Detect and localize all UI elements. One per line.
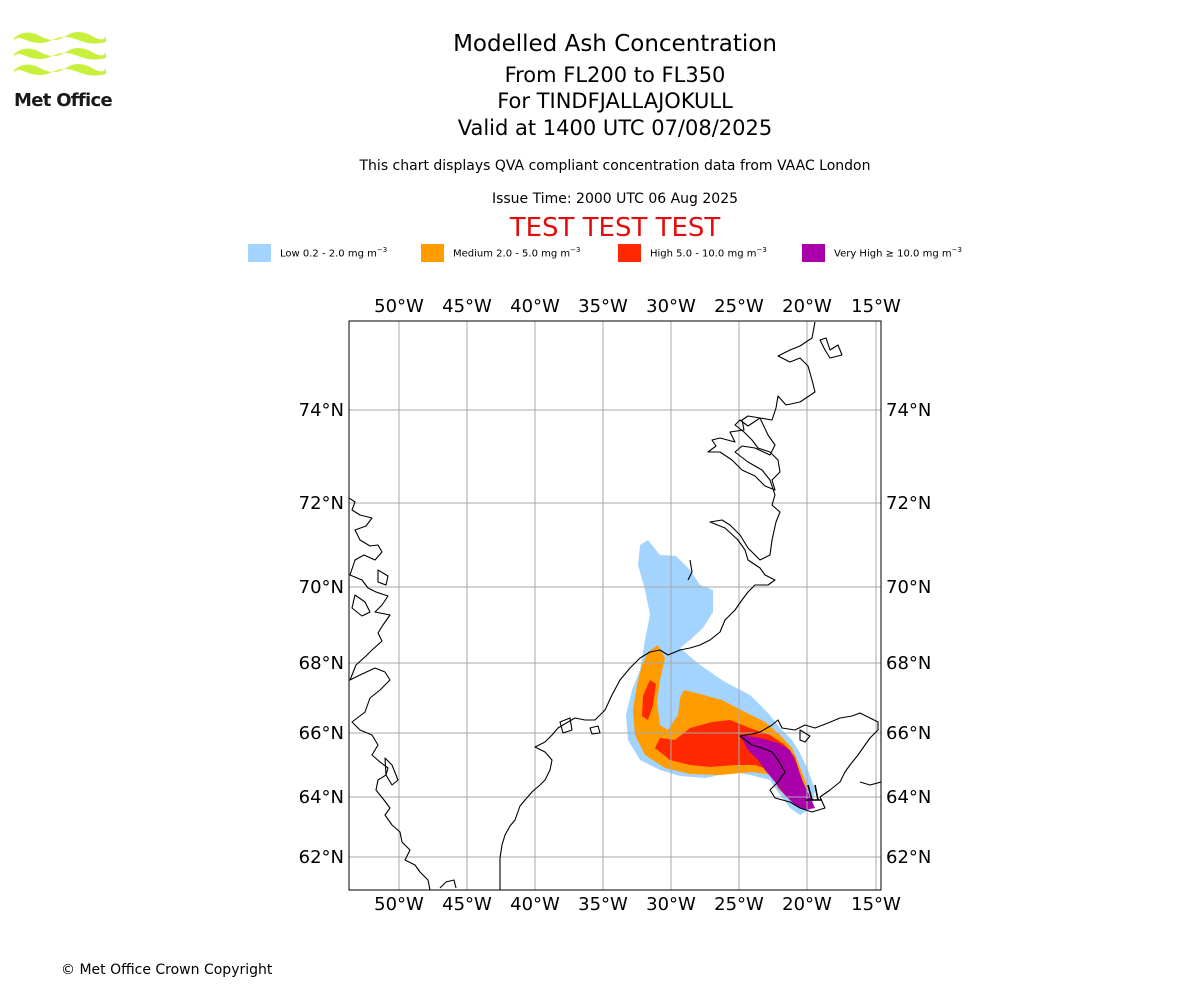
legend-swatch-very-high (802, 244, 825, 262)
legend-label-medium: Medium 2.0 - 5.0 mg m (453, 248, 571, 260)
lon-label-bottom: 30°W (646, 894, 696, 915)
lon-label-top: 15°W (851, 296, 901, 317)
copyright-notice: © Met Office Crown Copyright (61, 962, 273, 978)
legend-unit-medium: −3 (570, 246, 581, 254)
legend-label-very-high: Very High ≥ 10.0 mg m (834, 248, 952, 260)
lat-label-left: 72°N (299, 493, 344, 514)
chart-description: This chart displays QVA compliant concen… (359, 158, 871, 174)
lat-label-right: 62°N (886, 847, 931, 868)
lon-label-top: 40°W (510, 296, 560, 317)
lon-label-top: 45°W (442, 296, 492, 317)
valid-time: Valid at 1400 UTC 07/08/2025 (457, 116, 773, 140)
lat-label-left: 70°N (299, 577, 344, 598)
test-banner: TEST TEST TEST (509, 213, 721, 243)
met-office-logo: Met Office (14, 30, 113, 112)
logo-waves-icon (14, 32, 106, 78)
lon-label-bottom: 35°W (578, 894, 628, 915)
legend-label-high: High 5.0 - 10.0 mg m (650, 248, 757, 260)
legend-swatch-medium (421, 244, 444, 262)
lon-label-bottom: 50°W (374, 894, 424, 915)
gridlines (349, 321, 881, 890)
lat-labels-left: 74°N 72°N 70°N 68°N 66°N 64°N 62°N (299, 400, 344, 868)
legend-unit-low: −3 (376, 246, 388, 254)
legend-label-low: Low 0.2 - 2.0 mg m (280, 248, 377, 260)
flight-levels: From FL200 to FL350 (504, 63, 726, 87)
legend-swatch-low (248, 244, 271, 262)
lon-label-bottom: 25°W (714, 894, 764, 915)
lat-label-left: 66°N (299, 723, 344, 744)
legend-unit-very-high: −3 (951, 246, 962, 254)
logo-text: Met Office (14, 90, 113, 111)
lat-label-left: 68°N (299, 653, 344, 674)
legend-swatch-high (618, 244, 641, 262)
lon-label-top: 50°W (374, 296, 424, 317)
coastlines (349, 321, 881, 890)
lon-labels-bottom: 50°W 45°W 40°W 35°W 30°W 25°W 20°W 15°W (374, 894, 901, 915)
lat-label-right: 68°N (886, 653, 931, 674)
lat-label-right: 64°N (886, 787, 931, 808)
volcano-name: For TINDFJALLAJOKULL (497, 89, 733, 113)
lon-label-top: 35°W (578, 296, 628, 317)
issue-time: Issue Time: 2000 UTC 06 Aug 2025 (491, 191, 739, 207)
lon-label-bottom: 20°W (782, 894, 832, 915)
lon-label-top: 20°W (782, 296, 832, 317)
lon-label-bottom: 15°W (851, 894, 901, 915)
lon-label-top: 25°W (714, 296, 764, 317)
lat-label-left: 74°N (299, 400, 344, 421)
lat-label-left: 64°N (299, 787, 344, 808)
lat-label-right: 70°N (886, 577, 931, 598)
lon-label-bottom: 45°W (442, 894, 492, 915)
lon-label-bottom: 40°W (510, 894, 560, 915)
ash-very-high-area (740, 735, 815, 810)
chart-title: Modelled Ash Concentration (453, 31, 777, 57)
lat-label-left: 62°N (299, 847, 344, 868)
lon-label-top: 30°W (646, 296, 696, 317)
lon-labels-top: 50°W 45°W 40°W 35°W 30°W 25°W 20°W 15°W (374, 296, 901, 317)
map-frame (348, 320, 882, 891)
lat-label-right: 74°N (886, 400, 931, 421)
lat-label-right: 66°N (886, 723, 931, 744)
lat-labels-right: 74°N 72°N 70°N 68°N 66°N 64°N 62°N (886, 400, 931, 868)
lat-label-right: 72°N (886, 493, 931, 514)
legend-unit-high: −3 (756, 246, 767, 254)
